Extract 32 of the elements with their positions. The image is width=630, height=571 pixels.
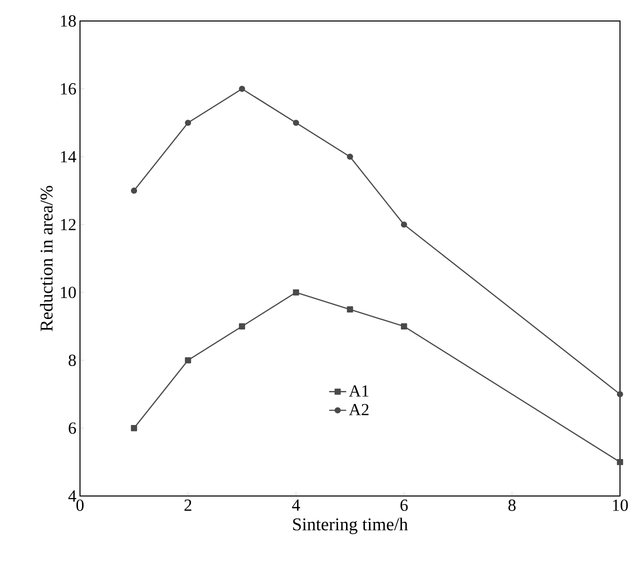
x-tick-label: 0 xyxy=(76,500,84,511)
y-tick-label: 4 xyxy=(68,490,76,502)
point xyxy=(292,289,300,296)
point xyxy=(184,357,192,364)
legend-label: A1 xyxy=(348,385,368,396)
y-tick-label: 18 xyxy=(61,15,76,27)
y-tick-label: 16 xyxy=(61,83,76,95)
point xyxy=(616,458,624,466)
point xyxy=(616,391,624,398)
x-tick-label: 6 xyxy=(400,500,408,511)
point xyxy=(346,154,354,160)
y-tick-label: 12 xyxy=(61,218,76,230)
point xyxy=(184,120,192,126)
point xyxy=(130,425,138,432)
point xyxy=(238,86,246,92)
point xyxy=(400,323,408,330)
point xyxy=(238,323,246,330)
y-axis-title: Reduction in area/% xyxy=(40,186,53,332)
x-axis-title: Sintering time/h xyxy=(293,518,408,534)
x-tick-label: 4 xyxy=(292,500,300,511)
point xyxy=(346,306,354,312)
y-tick-label: 10 xyxy=(61,286,76,298)
x-tick-label: 2 xyxy=(184,500,192,511)
x-tick-label: 10 xyxy=(613,500,628,511)
point xyxy=(400,221,408,228)
y-tick-label: 6 xyxy=(68,422,76,434)
legend-label: A2 xyxy=(348,404,369,416)
x-tick-label: 8 xyxy=(508,500,516,511)
y-tick-label: 14 xyxy=(61,151,76,162)
y-tick-label: 8 xyxy=(68,354,76,366)
point xyxy=(292,120,300,126)
point xyxy=(130,188,138,194)
